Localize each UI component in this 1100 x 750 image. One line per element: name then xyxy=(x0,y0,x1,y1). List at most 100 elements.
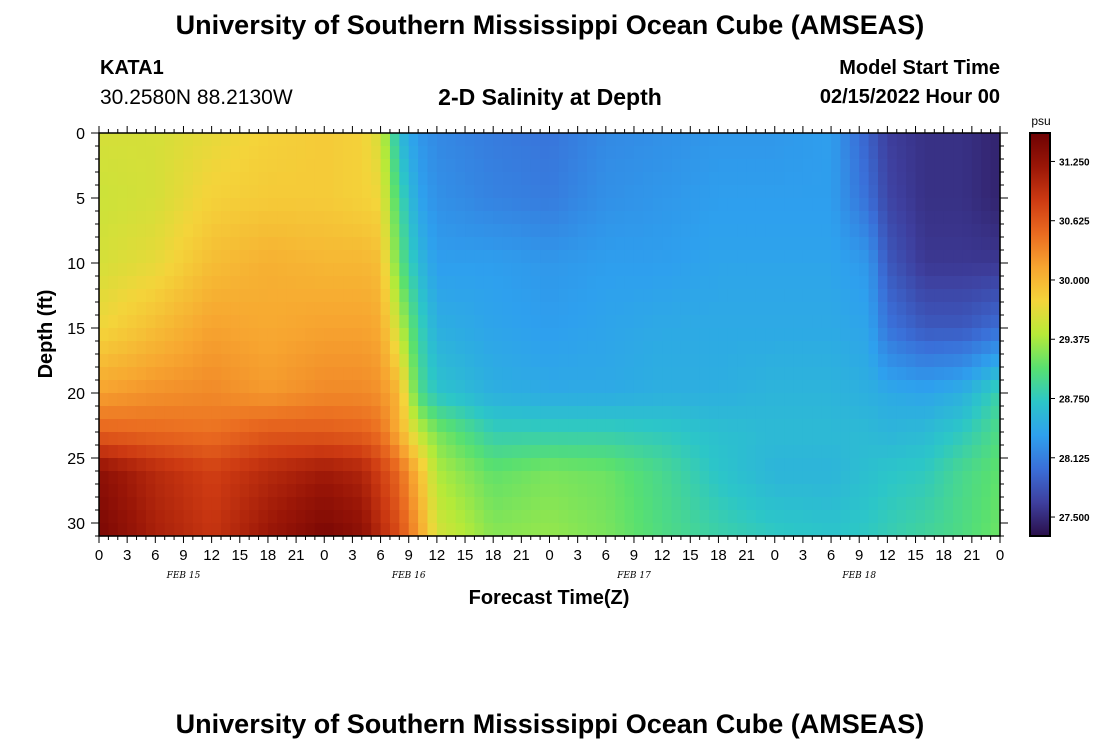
heatmap-cell xyxy=(511,393,522,407)
heatmap-cell xyxy=(474,471,485,485)
heatmap-cell xyxy=(418,432,429,446)
heatmap-cell xyxy=(821,250,832,264)
heatmap-cell xyxy=(746,146,757,160)
heatmap-cell xyxy=(971,302,982,316)
heatmap-cell xyxy=(380,484,391,498)
heatmap-cell xyxy=(249,419,260,433)
heatmap-cell xyxy=(230,302,241,316)
heatmap-cell xyxy=(127,523,138,537)
heatmap-cell xyxy=(953,393,964,407)
heatmap-cell xyxy=(737,497,748,511)
heatmap-cell xyxy=(962,211,973,225)
heatmap-cell xyxy=(249,237,260,251)
heatmap-cell xyxy=(727,172,738,186)
heatmap-cell xyxy=(746,484,757,498)
heatmap-cell xyxy=(981,380,992,394)
heatmap-cell xyxy=(474,250,485,264)
heatmap-cell xyxy=(568,484,579,498)
heatmap-cell xyxy=(127,211,138,225)
heatmap-cell xyxy=(971,341,982,355)
heatmap-cell xyxy=(802,393,813,407)
heatmap-cell xyxy=(389,497,400,511)
heatmap-cell xyxy=(962,302,973,316)
heatmap-cell xyxy=(549,458,560,472)
heatmap-cell xyxy=(540,510,551,524)
heatmap-cell xyxy=(840,185,851,199)
heatmap-cell xyxy=(164,419,175,433)
heatmap-cell xyxy=(568,393,579,407)
heatmap-cell xyxy=(427,302,438,316)
heatmap-cell xyxy=(652,380,663,394)
heatmap-cell xyxy=(530,510,541,524)
heatmap-cell xyxy=(558,211,569,225)
heatmap-cell xyxy=(709,393,720,407)
heatmap-cell xyxy=(615,341,626,355)
heatmap-cell xyxy=(821,237,832,251)
heatmap-cell xyxy=(127,224,138,238)
heatmap-cell xyxy=(408,393,419,407)
heatmap-cell xyxy=(859,276,870,290)
heatmap-cell xyxy=(145,172,156,186)
heatmap-cell xyxy=(971,198,982,212)
heatmap-cell xyxy=(502,497,513,511)
heatmap-cell xyxy=(389,341,400,355)
heatmap-cell xyxy=(230,198,241,212)
heatmap-cell xyxy=(849,445,860,459)
heatmap-cell xyxy=(389,510,400,524)
heatmap-cell xyxy=(737,159,748,173)
heatmap-cell xyxy=(521,211,532,225)
heatmap-cell xyxy=(943,237,954,251)
heatmap-cell xyxy=(934,471,945,485)
heatmap-cell xyxy=(924,185,935,199)
heatmap-cell xyxy=(633,289,644,303)
heatmap-cell xyxy=(906,302,917,316)
x-tick-label: 21 xyxy=(513,547,530,564)
heatmap-cell xyxy=(587,354,598,368)
heatmap-cell xyxy=(183,146,194,160)
heatmap-cell xyxy=(117,185,128,199)
heatmap-cell xyxy=(267,328,278,342)
heatmap-cell xyxy=(671,185,682,199)
heatmap-cell xyxy=(577,406,588,420)
heatmap-cell xyxy=(136,471,147,485)
heatmap-cell xyxy=(774,393,785,407)
heatmap-cell xyxy=(258,341,269,355)
heatmap-cell xyxy=(530,302,541,316)
heatmap-cell xyxy=(849,484,860,498)
heatmap-cell xyxy=(643,328,654,342)
heatmap-cell xyxy=(371,172,382,186)
heatmap-cell xyxy=(615,263,626,277)
heatmap-cell xyxy=(361,523,372,537)
heatmap-cell xyxy=(286,328,297,342)
heatmap-cell xyxy=(540,276,551,290)
heatmap-cell xyxy=(474,458,485,472)
heatmap-cell xyxy=(127,354,138,368)
heatmap-cell xyxy=(277,523,288,537)
heatmap-cell xyxy=(465,393,476,407)
colorbar-tick-label: 27.500 xyxy=(1059,513,1090,524)
heatmap-cell xyxy=(474,354,485,368)
heatmap-cell xyxy=(314,497,325,511)
x-tick-label: 15 xyxy=(907,547,924,564)
heatmap-cell xyxy=(953,419,964,433)
heatmap-cell xyxy=(502,159,513,173)
heatmap-cell xyxy=(784,185,795,199)
heatmap-cell xyxy=(615,523,626,537)
heatmap-cell xyxy=(446,250,457,264)
heatmap-cell xyxy=(943,458,954,472)
heatmap-cell xyxy=(183,380,194,394)
heatmap-cell xyxy=(483,315,494,329)
heatmap-cell xyxy=(718,250,729,264)
heatmap-cell xyxy=(455,263,466,277)
heatmap-cell xyxy=(99,367,109,381)
heatmap-cell xyxy=(436,133,447,147)
heatmap-cell xyxy=(296,250,307,264)
heatmap-cell xyxy=(840,224,851,238)
heatmap-cell xyxy=(577,172,588,186)
heatmap-cell xyxy=(906,458,917,472)
heatmap-cell xyxy=(831,354,842,368)
heatmap-cell xyxy=(962,315,973,329)
heatmap-cell xyxy=(511,510,522,524)
heatmap-cell xyxy=(286,250,297,264)
heatmap-cell xyxy=(371,198,382,212)
